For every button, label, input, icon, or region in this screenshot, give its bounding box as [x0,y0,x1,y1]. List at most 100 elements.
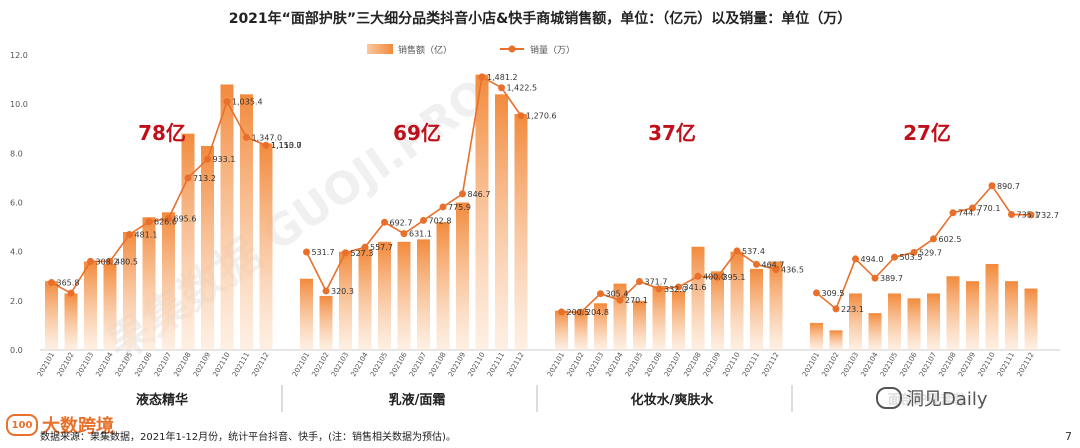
volume-value-label: 371.7 [645,277,668,286]
bar-3-4 [888,293,901,350]
volume-value-label: 692.7 [390,218,413,227]
brand-logo: 100 大数跨境 [6,412,114,438]
month-tick-label: 202110 [466,351,486,378]
volume-point-0-6 [165,215,172,223]
bar-3-0 [810,322,823,350]
volume-point-0-1 [67,289,75,297]
volume-value-label: 735.1 [1017,210,1040,219]
volume-value-label: 308.2 [96,257,119,266]
bar-0-7 [181,133,195,350]
logo-text: 大数跨境 [42,416,114,437]
volume-value-label: 320.3 [331,287,354,296]
legend-bar-swatch [367,44,393,54]
month-tick-label: 202108 [172,351,192,378]
month-tick-label: 202107 [408,351,428,378]
month-tick-label: 202108 [682,351,702,378]
volume-point-1-7 [439,203,447,211]
month-tick-label: 202105 [369,351,389,378]
volume-value-label: 531.7 [312,248,335,257]
bar-3-7 [946,276,960,350]
bar-1-2 [339,251,352,350]
volume-point-2-1 [577,308,585,316]
volume-value-label: 695.6 [174,215,197,224]
chart-title: 2021年“面部护肤”三大细分品类抖音小店&快手商城销售额，单位：（亿元）以及销… [228,11,852,27]
volume-point-2-0 [558,308,565,316]
volume-point-3-4 [891,253,898,261]
footer [0,420,1080,448]
y-tick-label: 10.0 [10,100,28,109]
volume-value-label: 389.7 [880,274,903,283]
volume-point-1-8 [459,190,466,198]
volume-point-0-3 [106,257,114,265]
bar-1-11 [514,114,528,350]
month-tick-label: 202112 [1015,351,1035,378]
legend-sales-label: 销售额（亿） [398,44,452,56]
bar-3-2 [849,293,862,350]
legend-line-marker [508,45,516,53]
bar-1-7 [436,222,450,350]
wechat-icon [876,387,902,409]
y-tick-label: 4.0 [10,248,23,257]
month-tick-label: 202104 [94,351,115,379]
volume-point-1-3 [361,243,369,251]
month-tick-label: 202103 [75,351,95,378]
bar-0-2 [84,261,97,350]
y-tick-label: 12.0 [10,51,28,60]
month-tick-label: 202110 [211,351,231,378]
volume-value-label: 1,422.5 [507,84,538,93]
volume-point-1-4 [381,218,388,226]
volume-value-label: 270.1 [625,296,648,305]
wechat-label: 洞见Daily [906,389,988,410]
bar-2-4 [633,300,646,350]
bar-0-5 [142,217,156,350]
volume-value-label: 933.1 [213,155,236,164]
volume-value-label: 204.8 [586,308,609,317]
y-tick-label: 8.0 [10,149,23,158]
volume-value-label: 503.5 [900,253,923,262]
volume-value-label: 1,270.6 [526,112,557,121]
volume-point-0-8 [204,155,211,163]
group-name-label: 化妆水/爽肤水 [631,392,715,408]
month-tick-label: 202111 [486,351,506,378]
month-tick-label: 202112 [505,351,525,378]
bar-3-3 [868,313,882,350]
volume-point-3-7 [949,209,957,217]
month-tick-label: 202106 [898,351,919,379]
volume-point-0-10 [243,133,250,141]
month-tick-label: 202105 [624,351,644,378]
bar-3-5 [907,298,921,350]
month-tick-label: 202101 [36,351,56,378]
bar-2-8 [711,271,724,350]
volume-point-2-7 [694,272,702,280]
group-name-label: 液态精华 [136,392,188,408]
bar-1-6 [417,239,430,350]
volume-value-label: 602.5 [939,235,962,244]
y-tick-label: 0.0 [10,346,23,355]
volume-point-0-9 [223,98,231,106]
volume-point-1-5 [400,230,408,238]
volume-point-2-3 [616,296,624,304]
month-tick-label: 202109 [702,351,722,378]
wechat-badge: 洞见Daily [872,385,992,411]
month-tick-label: 202109 [957,351,977,378]
bar-2-9 [730,251,744,350]
month-tick-label: 202106 [388,351,409,379]
volume-point-0-2 [87,257,94,265]
bar-1-8 [456,202,469,350]
volume-point-2-6 [675,283,682,291]
bar-2-2 [594,303,607,350]
volume-value-label: 480.5 [115,257,138,266]
bar-2-1 [574,310,588,350]
volume-value-label: 631.1 [409,230,432,239]
month-tick-label: 202108 [937,351,957,378]
volume-point-2-9 [733,247,741,255]
y-tick-label: 2.0 [10,297,23,306]
bar-0-4 [123,232,136,350]
bar-3-8 [966,281,979,350]
volume-value-label: 537.4 [742,247,765,256]
volume-value-label: 846.7 [468,190,491,199]
bar-0-10 [240,94,253,350]
volume-point-1-9 [478,73,486,81]
bar-1-1 [319,295,333,350]
volume-point-2-8 [714,273,721,281]
